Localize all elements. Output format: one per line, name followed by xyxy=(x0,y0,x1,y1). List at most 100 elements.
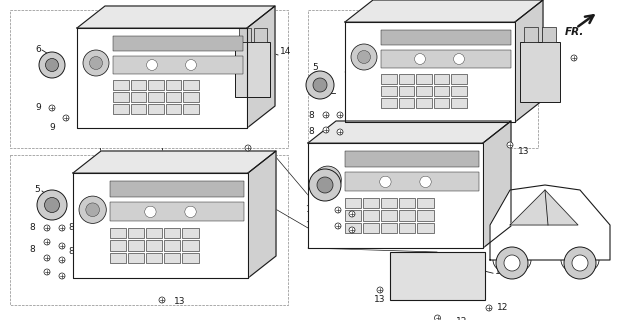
Circle shape xyxy=(44,239,50,245)
Circle shape xyxy=(185,206,196,218)
Bar xyxy=(416,98,432,108)
Polygon shape xyxy=(345,22,515,122)
Polygon shape xyxy=(490,185,610,260)
Text: 5: 5 xyxy=(34,186,40,195)
Bar xyxy=(235,42,270,97)
Circle shape xyxy=(335,223,341,229)
Circle shape xyxy=(46,59,59,71)
Bar xyxy=(451,86,467,96)
Bar xyxy=(166,104,182,114)
Circle shape xyxy=(572,255,588,271)
Bar xyxy=(399,98,414,108)
Text: 13: 13 xyxy=(375,295,386,305)
Bar xyxy=(381,50,511,68)
Bar xyxy=(129,228,145,238)
Bar xyxy=(148,92,164,102)
Bar xyxy=(345,197,362,208)
Circle shape xyxy=(59,225,65,231)
Circle shape xyxy=(90,57,103,69)
Bar xyxy=(363,223,379,233)
Bar xyxy=(381,86,397,96)
Polygon shape xyxy=(515,0,543,122)
Bar xyxy=(164,240,180,251)
Bar xyxy=(129,240,145,251)
Bar xyxy=(130,92,146,102)
Circle shape xyxy=(59,273,65,279)
Circle shape xyxy=(39,52,65,78)
Text: 12: 12 xyxy=(497,303,509,313)
Bar xyxy=(434,86,449,96)
Bar xyxy=(381,30,511,45)
Bar xyxy=(130,80,146,90)
Text: 8: 8 xyxy=(68,247,74,257)
Polygon shape xyxy=(345,0,543,22)
Text: 10: 10 xyxy=(358,210,368,219)
Bar xyxy=(110,181,244,197)
Circle shape xyxy=(49,105,55,111)
Text: 2: 2 xyxy=(159,158,165,167)
Text: 5: 5 xyxy=(312,63,318,73)
Circle shape xyxy=(349,211,355,217)
Bar xyxy=(381,210,397,220)
Bar xyxy=(416,86,432,96)
Bar xyxy=(345,210,362,220)
Bar xyxy=(146,228,163,238)
Polygon shape xyxy=(308,143,483,248)
Text: 10: 10 xyxy=(305,221,316,230)
Bar xyxy=(113,104,129,114)
Circle shape xyxy=(86,203,99,217)
Bar xyxy=(390,252,485,300)
Bar xyxy=(345,151,479,167)
Bar xyxy=(182,240,198,251)
Bar xyxy=(113,36,243,51)
Circle shape xyxy=(564,247,596,279)
Circle shape xyxy=(351,44,377,70)
Bar xyxy=(254,28,266,42)
Circle shape xyxy=(504,255,520,271)
Circle shape xyxy=(44,225,50,231)
Bar xyxy=(418,223,433,233)
Bar xyxy=(399,197,415,208)
Polygon shape xyxy=(308,121,511,143)
Text: 12: 12 xyxy=(455,317,467,320)
Bar xyxy=(520,42,560,102)
Bar xyxy=(164,252,180,263)
Bar xyxy=(184,104,199,114)
Bar xyxy=(130,104,146,114)
Circle shape xyxy=(335,207,341,213)
Polygon shape xyxy=(73,173,248,278)
Circle shape xyxy=(337,112,343,118)
Circle shape xyxy=(507,142,513,148)
Bar xyxy=(345,172,479,191)
Text: 13: 13 xyxy=(174,298,185,307)
Circle shape xyxy=(59,257,65,263)
Circle shape xyxy=(454,53,464,64)
Bar xyxy=(345,223,362,233)
Bar xyxy=(416,74,432,84)
Bar xyxy=(542,27,556,42)
Text: 6: 6 xyxy=(35,45,41,54)
Bar xyxy=(166,80,182,90)
Bar xyxy=(451,98,467,108)
Bar xyxy=(381,223,397,233)
Text: 11: 11 xyxy=(495,267,507,276)
Bar xyxy=(110,252,126,263)
Bar xyxy=(418,210,433,220)
Bar xyxy=(184,92,199,102)
Bar xyxy=(434,74,449,84)
Bar xyxy=(381,98,397,108)
Text: 8: 8 xyxy=(68,223,74,233)
Text: 7: 7 xyxy=(324,194,330,203)
Circle shape xyxy=(357,51,371,63)
Bar xyxy=(129,252,145,263)
Text: 3: 3 xyxy=(308,89,314,98)
Text: FR.: FR. xyxy=(565,27,585,37)
Circle shape xyxy=(379,176,391,188)
Circle shape xyxy=(245,145,251,151)
Circle shape xyxy=(496,247,528,279)
Circle shape xyxy=(83,50,109,76)
Bar xyxy=(524,27,538,42)
Bar xyxy=(184,80,199,90)
Text: 10: 10 xyxy=(305,205,316,214)
Circle shape xyxy=(59,243,65,249)
